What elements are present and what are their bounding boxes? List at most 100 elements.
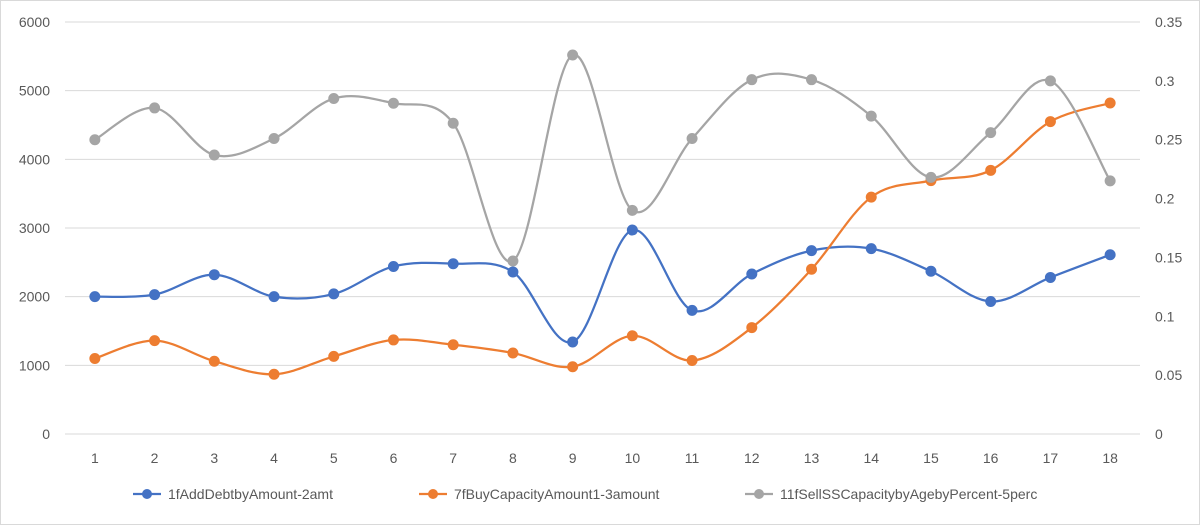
series-1 <box>89 224 1116 348</box>
data-point <box>149 289 161 301</box>
legend: 1fAddDebtbyAmount-2amt 7fBuyCapacityAmoun… <box>133 486 1037 502</box>
x-tick-label: 17 <box>1043 450 1059 466</box>
data-point <box>328 93 340 105</box>
data-point <box>806 263 818 275</box>
x-tick-label: 1 <box>91 450 99 466</box>
data-point <box>985 127 997 139</box>
data-point <box>806 74 818 86</box>
y-left-tick-label: 2000 <box>19 289 50 305</box>
data-point <box>746 74 758 86</box>
data-point <box>925 171 937 183</box>
data-point <box>686 304 698 316</box>
data-point <box>268 368 280 380</box>
data-point <box>1044 75 1056 87</box>
series-line <box>94 228 1111 344</box>
y-left-tick-label: 6000 <box>19 14 50 30</box>
data-point <box>89 352 101 364</box>
data-point <box>626 224 638 236</box>
data-point <box>149 102 161 114</box>
legend-swatch-marker <box>754 489 764 499</box>
x-tick-label: 18 <box>1102 450 1118 466</box>
data-point <box>806 245 818 257</box>
x-tick-label: 13 <box>804 450 820 466</box>
data-point <box>567 49 579 61</box>
data-point <box>865 191 877 203</box>
data-point <box>328 350 340 362</box>
y-left-tick-label: 5000 <box>19 83 50 99</box>
legend-label: 11fSellSSCapacitybyAgebyPercent-5perc <box>780 486 1037 502</box>
data-point <box>567 361 579 373</box>
legend-item-3: 11fSellSSCapacitybyAgebyPercent-5perc <box>745 486 1037 502</box>
x-tick-label: 10 <box>625 450 641 466</box>
data-point <box>447 339 459 351</box>
data-point <box>387 334 399 346</box>
data-point <box>507 266 519 278</box>
legend-swatch-marker <box>428 489 438 499</box>
y-right-tick-label: 0.25 <box>1155 132 1182 148</box>
data-point <box>865 110 877 122</box>
y-right-tick-label: 0.2 <box>1155 191 1175 207</box>
data-point <box>686 355 698 367</box>
data-point <box>746 268 758 280</box>
x-tick-label: 4 <box>270 450 278 466</box>
data-point <box>447 117 459 129</box>
series-3 <box>89 49 1116 267</box>
x-tick-label: 15 <box>923 450 939 466</box>
data-point <box>507 347 519 359</box>
y-left-tick-label: 4000 <box>19 151 50 167</box>
series-layer <box>89 49 1116 380</box>
data-point <box>1044 271 1056 283</box>
x-tick-label: 3 <box>210 450 218 466</box>
data-point <box>1104 97 1116 109</box>
legend-swatch-marker <box>142 489 152 499</box>
legend-item-1: 1fAddDebtbyAmount-2amt <box>133 486 333 502</box>
data-point <box>268 133 280 145</box>
x-tick-label: 11 <box>685 450 700 466</box>
y-right-tick-label: 0.1 <box>1155 308 1175 324</box>
x-tick-label: 12 <box>744 450 760 466</box>
series-line <box>94 53 1112 263</box>
x-tick-label: 14 <box>863 450 879 466</box>
data-point <box>208 149 220 161</box>
y-right-tick-label: 0.35 <box>1155 14 1182 30</box>
data-point <box>1104 175 1116 187</box>
data-point <box>208 269 220 281</box>
x-tick-label: 16 <box>983 450 999 466</box>
data-point <box>1044 116 1056 128</box>
y-right-tick-label: 0.3 <box>1155 73 1175 89</box>
y-left-tick-label: 3000 <box>19 220 50 236</box>
right-y-axis: 0 0.05 0.1 0.15 0.2 0.25 0.3 0.35 <box>1155 14 1182 442</box>
y-left-tick-label: 0 <box>42 426 50 442</box>
data-point <box>686 133 698 145</box>
data-point <box>328 288 340 300</box>
data-point <box>149 335 161 347</box>
series-line <box>94 101 1111 376</box>
legend-label: 7fBuyCapacityAmount1-3amount <box>454 486 660 502</box>
data-point <box>89 134 101 146</box>
x-tick-label: 8 <box>509 450 517 466</box>
data-point <box>89 291 101 303</box>
data-point <box>626 330 638 342</box>
data-point <box>626 204 638 216</box>
left-y-axis: 0 1000 2000 3000 4000 5000 6000 <box>19 14 50 442</box>
data-point <box>985 295 997 307</box>
x-tick-label: 9 <box>569 450 577 466</box>
data-point <box>567 336 579 348</box>
x-axis: 1 2 3 4 5 6 7 8 9 10 11 12 13 14 15 16 17 18 <box>91 450 1118 466</box>
x-tick-label: 7 <box>449 450 457 466</box>
data-point <box>507 255 519 267</box>
legend-label: 1fAddDebtbyAmount-2amt <box>168 486 333 502</box>
data-point <box>865 243 877 255</box>
data-point <box>985 164 997 176</box>
y-left-tick-label: 1000 <box>19 357 50 373</box>
data-point <box>925 265 937 277</box>
x-tick-label: 6 <box>390 450 398 466</box>
y-right-tick-label: 0 <box>1155 426 1163 442</box>
data-point <box>387 97 399 109</box>
x-tick-label: 5 <box>330 450 338 466</box>
data-point <box>208 355 220 367</box>
gridlines <box>65 21 1140 435</box>
legend-item-2: 7fBuyCapacityAmount1-3amount <box>419 486 660 502</box>
